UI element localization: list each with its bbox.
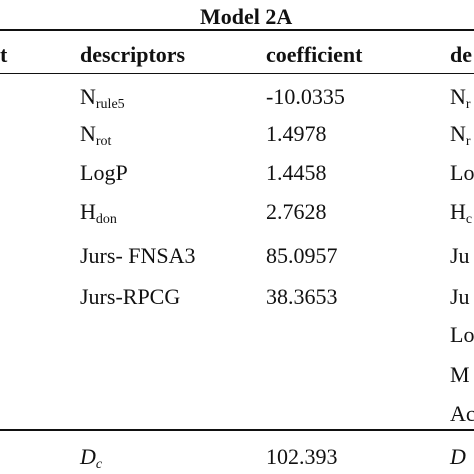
- row-8-right-descriptor: M: [450, 362, 470, 387]
- header-cut-left: t: [0, 42, 8, 67]
- header-descriptors: descriptors: [80, 42, 186, 67]
- row-4-descriptor: Hdon: [80, 199, 117, 227]
- row-2-right-descriptor: Nr: [450, 121, 471, 149]
- row-1-right-descriptor: Nr: [450, 84, 471, 112]
- row-3-right-descriptor: Lo: [450, 160, 474, 185]
- row-3-descriptor: LogP: [80, 160, 128, 185]
- row-1-coefficient: -10.0335: [266, 84, 345, 109]
- row-6-right-descriptor: Ju: [450, 284, 470, 309]
- row-5-descriptor: Jurs- FNSA3: [80, 243, 196, 268]
- row-4-coefficient: 2.7628: [266, 199, 327, 224]
- header-coefficient: coefficient: [266, 42, 363, 67]
- top-rule: [0, 29, 474, 31]
- footer-right-descriptor: D: [450, 444, 466, 469]
- header-rule: [0, 73, 474, 74]
- row-3-coefficient: 1.4458: [266, 160, 327, 185]
- bottom-rule: [0, 429, 474, 431]
- row-4-right-descriptor: Hc: [450, 199, 473, 227]
- header-cut-right: de: [450, 42, 472, 67]
- row-2-descriptor: Nrot: [80, 121, 112, 149]
- model-title: Model 2A: [200, 4, 293, 29]
- footer-descriptor: Dc: [80, 444, 103, 472]
- row-7-right-descriptor: Lo: [450, 322, 474, 347]
- row-5-coefficient: 85.0957: [266, 243, 338, 268]
- row-1-descriptor: Nrule5: [80, 84, 125, 112]
- row-2-coefficient: 1.4978: [266, 121, 327, 146]
- row-6-descriptor: Jurs-RPCG: [80, 284, 181, 309]
- row-9-right-descriptor: Ac: [450, 401, 474, 426]
- row-5-right-descriptor: Ju: [450, 243, 470, 268]
- footer-coefficient: 102.393: [266, 444, 338, 469]
- row-6-coefficient: 38.3653: [266, 284, 338, 309]
